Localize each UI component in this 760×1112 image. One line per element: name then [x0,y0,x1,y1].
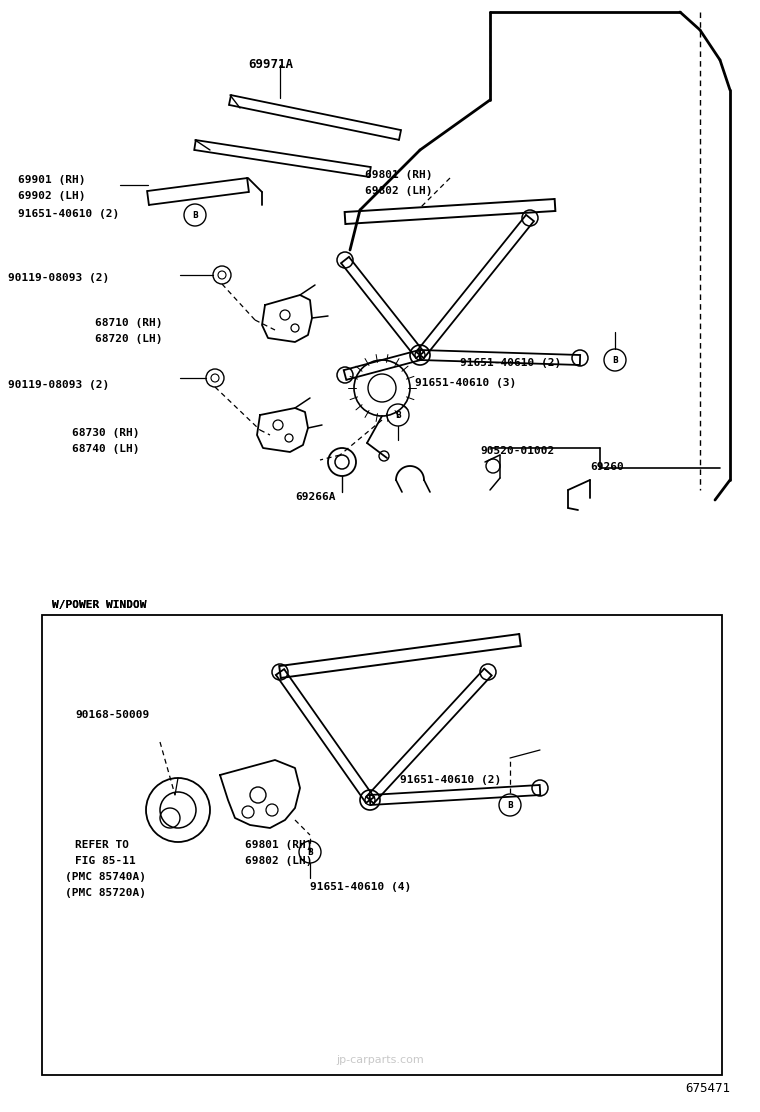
Text: B: B [395,410,401,419]
Text: REFER TO: REFER TO [75,840,129,850]
Text: (PMC 85740A): (PMC 85740A) [65,872,146,882]
Text: 91651-40610 (2): 91651-40610 (2) [18,209,119,219]
Text: 69802 (LH): 69802 (LH) [365,186,432,196]
Text: 91651-40610 (4): 91651-40610 (4) [310,882,411,892]
Bar [42,615,722,1075]
Text: 69801 (RH): 69801 (RH) [245,840,312,850]
Text: W/POWER WINDOW: W/POWER WINDOW [52,600,147,610]
Text: 69260: 69260 [590,461,624,471]
Text: 90168-50009: 90168-50009 [75,709,149,719]
Text: 91651-40610 (2): 91651-40610 (2) [400,775,502,785]
Text: 69801 (RH): 69801 (RH) [365,170,432,180]
Text: B: B [612,356,618,365]
Text: 68730 (RH): 68730 (RH) [72,428,140,438]
Text: B: B [192,210,198,219]
Text: 69266A: 69266A [295,492,335,502]
Text: 68720 (LH): 68720 (LH) [95,334,163,344]
Text: W/POWER WINDOW: W/POWER WINDOW [52,600,147,610]
Text: 68740 (LH): 68740 (LH) [72,444,140,454]
Text: (PMC 85720A): (PMC 85720A) [65,888,146,898]
Text: 69902 (LH): 69902 (LH) [18,191,85,201]
Text: B: B [507,801,513,810]
Text: 91651-40610 (3): 91651-40610 (3) [415,378,516,388]
Text: 90520-01002: 90520-01002 [480,446,554,456]
Text: 69802 (LH): 69802 (LH) [245,856,312,866]
Text: 91651-40610 (2): 91651-40610 (2) [460,358,561,368]
Text: B: B [307,847,313,856]
Text: 68710 (RH): 68710 (RH) [95,318,163,328]
Text: 90119-08093 (2): 90119-08093 (2) [8,274,109,282]
Text: 675471: 675471 [685,1082,730,1095]
Text: 69901 (RH): 69901 (RH) [18,175,85,185]
Text: 69971A: 69971A [248,58,293,71]
Text: 90119-08093 (2): 90119-08093 (2) [8,380,109,390]
Text: FIG 85-11: FIG 85-11 [75,856,136,866]
Text: jp-carparts.com: jp-carparts.com [336,1055,424,1065]
